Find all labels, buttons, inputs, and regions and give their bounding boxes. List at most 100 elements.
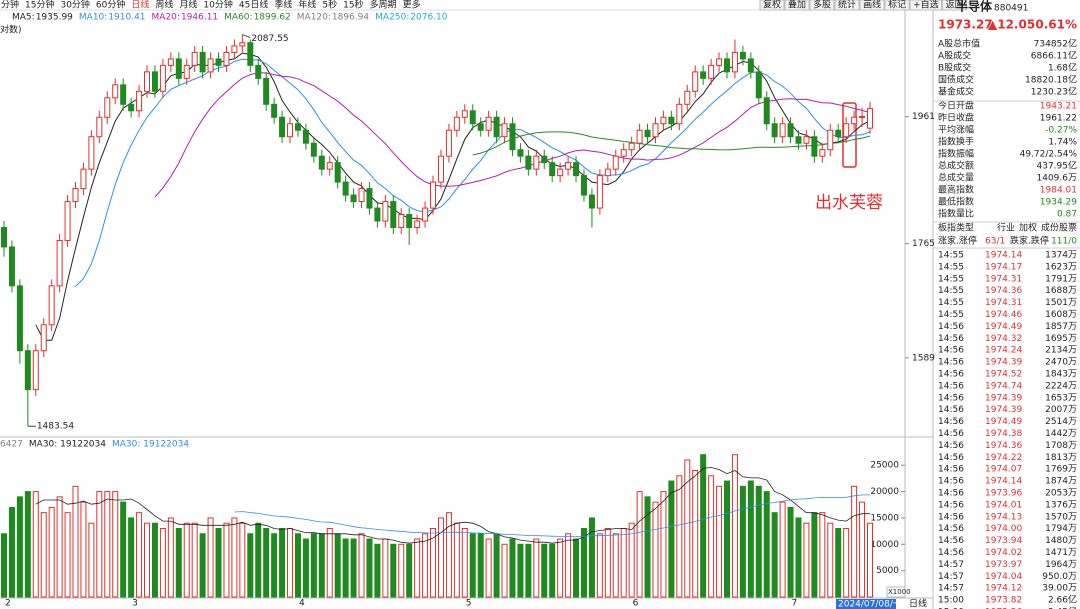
tick-price: 1974.36 (985, 441, 1022, 451)
scale-mode: 对数) (0, 24, 22, 36)
stat-value: 1961.22 (1040, 114, 1077, 124)
tick-time: 14:56 (938, 477, 964, 487)
stat-label: 指数换手 (938, 136, 974, 148)
volume-bar (64, 512, 71, 598)
toolbar-button-label[interactable]: 多股 (813, 0, 831, 11)
period-tab[interactable]: 30分钟 (60, 0, 89, 11)
period-tab[interactable]: 15分钟 (25, 0, 54, 11)
toolbar-button[interactable] (884, 0, 910, 11)
tick-price: 1974.74 (985, 381, 1022, 391)
period-tab[interactable]: 分钟 (1, 0, 19, 11)
toolbar-button[interactable] (759, 0, 785, 11)
period-tab[interactable]: 日线 (131, 0, 149, 11)
unit-label-box (886, 586, 906, 598)
volume-bar (588, 517, 595, 598)
candle-body (827, 129, 834, 151)
volume-bar (48, 506, 55, 598)
candle-body (350, 194, 357, 203)
candle-body (16, 285, 23, 352)
candle-body (557, 168, 564, 177)
board-option[interactable]: 成份股票 (1041, 222, 1077, 234)
stat-label: A股总市值 (938, 38, 980, 50)
period-tab[interactable]: 年线 (298, 0, 316, 11)
toolbar-button-label[interactable]: 画线 (863, 0, 881, 11)
toolbar-button-label[interactable]: 统计 (838, 0, 856, 11)
candle-body (414, 220, 421, 228)
toolbar-button-label[interactable]: 叠加 (788, 0, 806, 11)
volume-bar (80, 501, 87, 598)
toolbar-button[interactable] (909, 0, 943, 11)
quote-pct: 0.61% (1035, 18, 1077, 32)
tick-volume: 1442万 (1045, 429, 1077, 439)
breadth-label: 涨家.涨停 (938, 235, 977, 247)
candle-body (684, 90, 691, 105)
volume-bar (398, 543, 405, 598)
tick-time: 15:00 (938, 608, 964, 609)
volume-bar (422, 533, 429, 598)
period-tab[interactable]: 10分钟 (203, 0, 232, 11)
candle-body (779, 123, 786, 138)
toolbar-button[interactable] (809, 0, 835, 11)
volume-bar (533, 538, 540, 598)
volume-bar (112, 491, 119, 598)
ma-legend-value: 1910.41 (108, 13, 145, 23)
toolbar-button[interactable] (859, 0, 885, 11)
volume-bar (739, 485, 746, 598)
tick-price: 1974.39 (985, 393, 1022, 403)
volume-bar (771, 512, 778, 598)
tick-time: 14:56 (938, 417, 964, 427)
volume-bar (517, 543, 524, 598)
volume-bar (430, 527, 437, 598)
stat-value: -0.27% (1045, 126, 1077, 136)
tick-price: 1974.46 (985, 310, 1022, 320)
toolbar-button[interactable] (834, 0, 860, 11)
period-tab[interactable]: 15秒 (343, 0, 363, 11)
y-tick-label: 25000 (870, 461, 899, 471)
stat-label: 总成交额 (938, 160, 974, 172)
toolbar-button[interactable] (942, 0, 968, 11)
stat-value: 18820.18亿 (1025, 74, 1077, 86)
volume-bar (128, 517, 135, 598)
tick-volume: 3.45亿 (1048, 606, 1077, 609)
unit-label: X1000 (888, 588, 911, 596)
period-tab[interactable]: 月线 (179, 0, 197, 11)
candle-body (342, 181, 349, 196)
volume-bar (40, 512, 47, 598)
board-option[interactable]: 加权 (1019, 222, 1037, 234)
stat-value: 1984.01 (1040, 186, 1077, 196)
tick-price: 1974.04 (985, 572, 1022, 582)
period-tab[interactable]: 季线 (274, 0, 292, 11)
volume-bar (445, 512, 452, 598)
volume-bar (350, 538, 357, 598)
board-label: 板指类型 (938, 222, 974, 234)
candle-body (445, 129, 452, 157)
y-tick-label: 1589 (912, 353, 935, 363)
y-tick-label: 20000 (870, 487, 899, 497)
ma-legend-name: MA250: (375, 13, 409, 23)
period-tab[interactable]: 60分钟 (96, 0, 125, 11)
volume-bar (779, 501, 786, 598)
toolbar-button-label[interactable]: 返回 (946, 0, 964, 11)
tick-time: 14:57 (938, 572, 964, 582)
volume-bar (191, 522, 198, 598)
volume-bar (374, 543, 381, 598)
period-tab[interactable]: 45日线 (239, 0, 268, 11)
breadth-value: 111/0 (1051, 237, 1077, 247)
volume-bar (580, 527, 587, 598)
tick-time: 14:56 (938, 358, 964, 368)
toolbar-button-label[interactable]: +自选 (913, 0, 939, 11)
toolbar-button[interactable] (784, 0, 810, 11)
period-tab[interactable]: 周线 (155, 0, 173, 11)
ma-legend-name: MA60: (224, 13, 252, 23)
period-tab[interactable]: 5秒 (322, 0, 337, 11)
tick-price: 1974.12 (985, 584, 1022, 594)
board-option[interactable]: 行业 (997, 222, 1015, 234)
period-tab[interactable]: 更多 (403, 0, 421, 11)
toolbar-button-label[interactable]: 标记 (888, 0, 906, 11)
toolbar-button-label[interactable]: 复权 (763, 0, 781, 11)
stat-label: 总成交量 (938, 172, 974, 184)
tick-time: 14:56 (938, 500, 964, 510)
tick-volume: 2470万 (1045, 358, 1077, 368)
candle-body (461, 110, 468, 118)
period-tab[interactable]: 多周期 (370, 0, 397, 11)
